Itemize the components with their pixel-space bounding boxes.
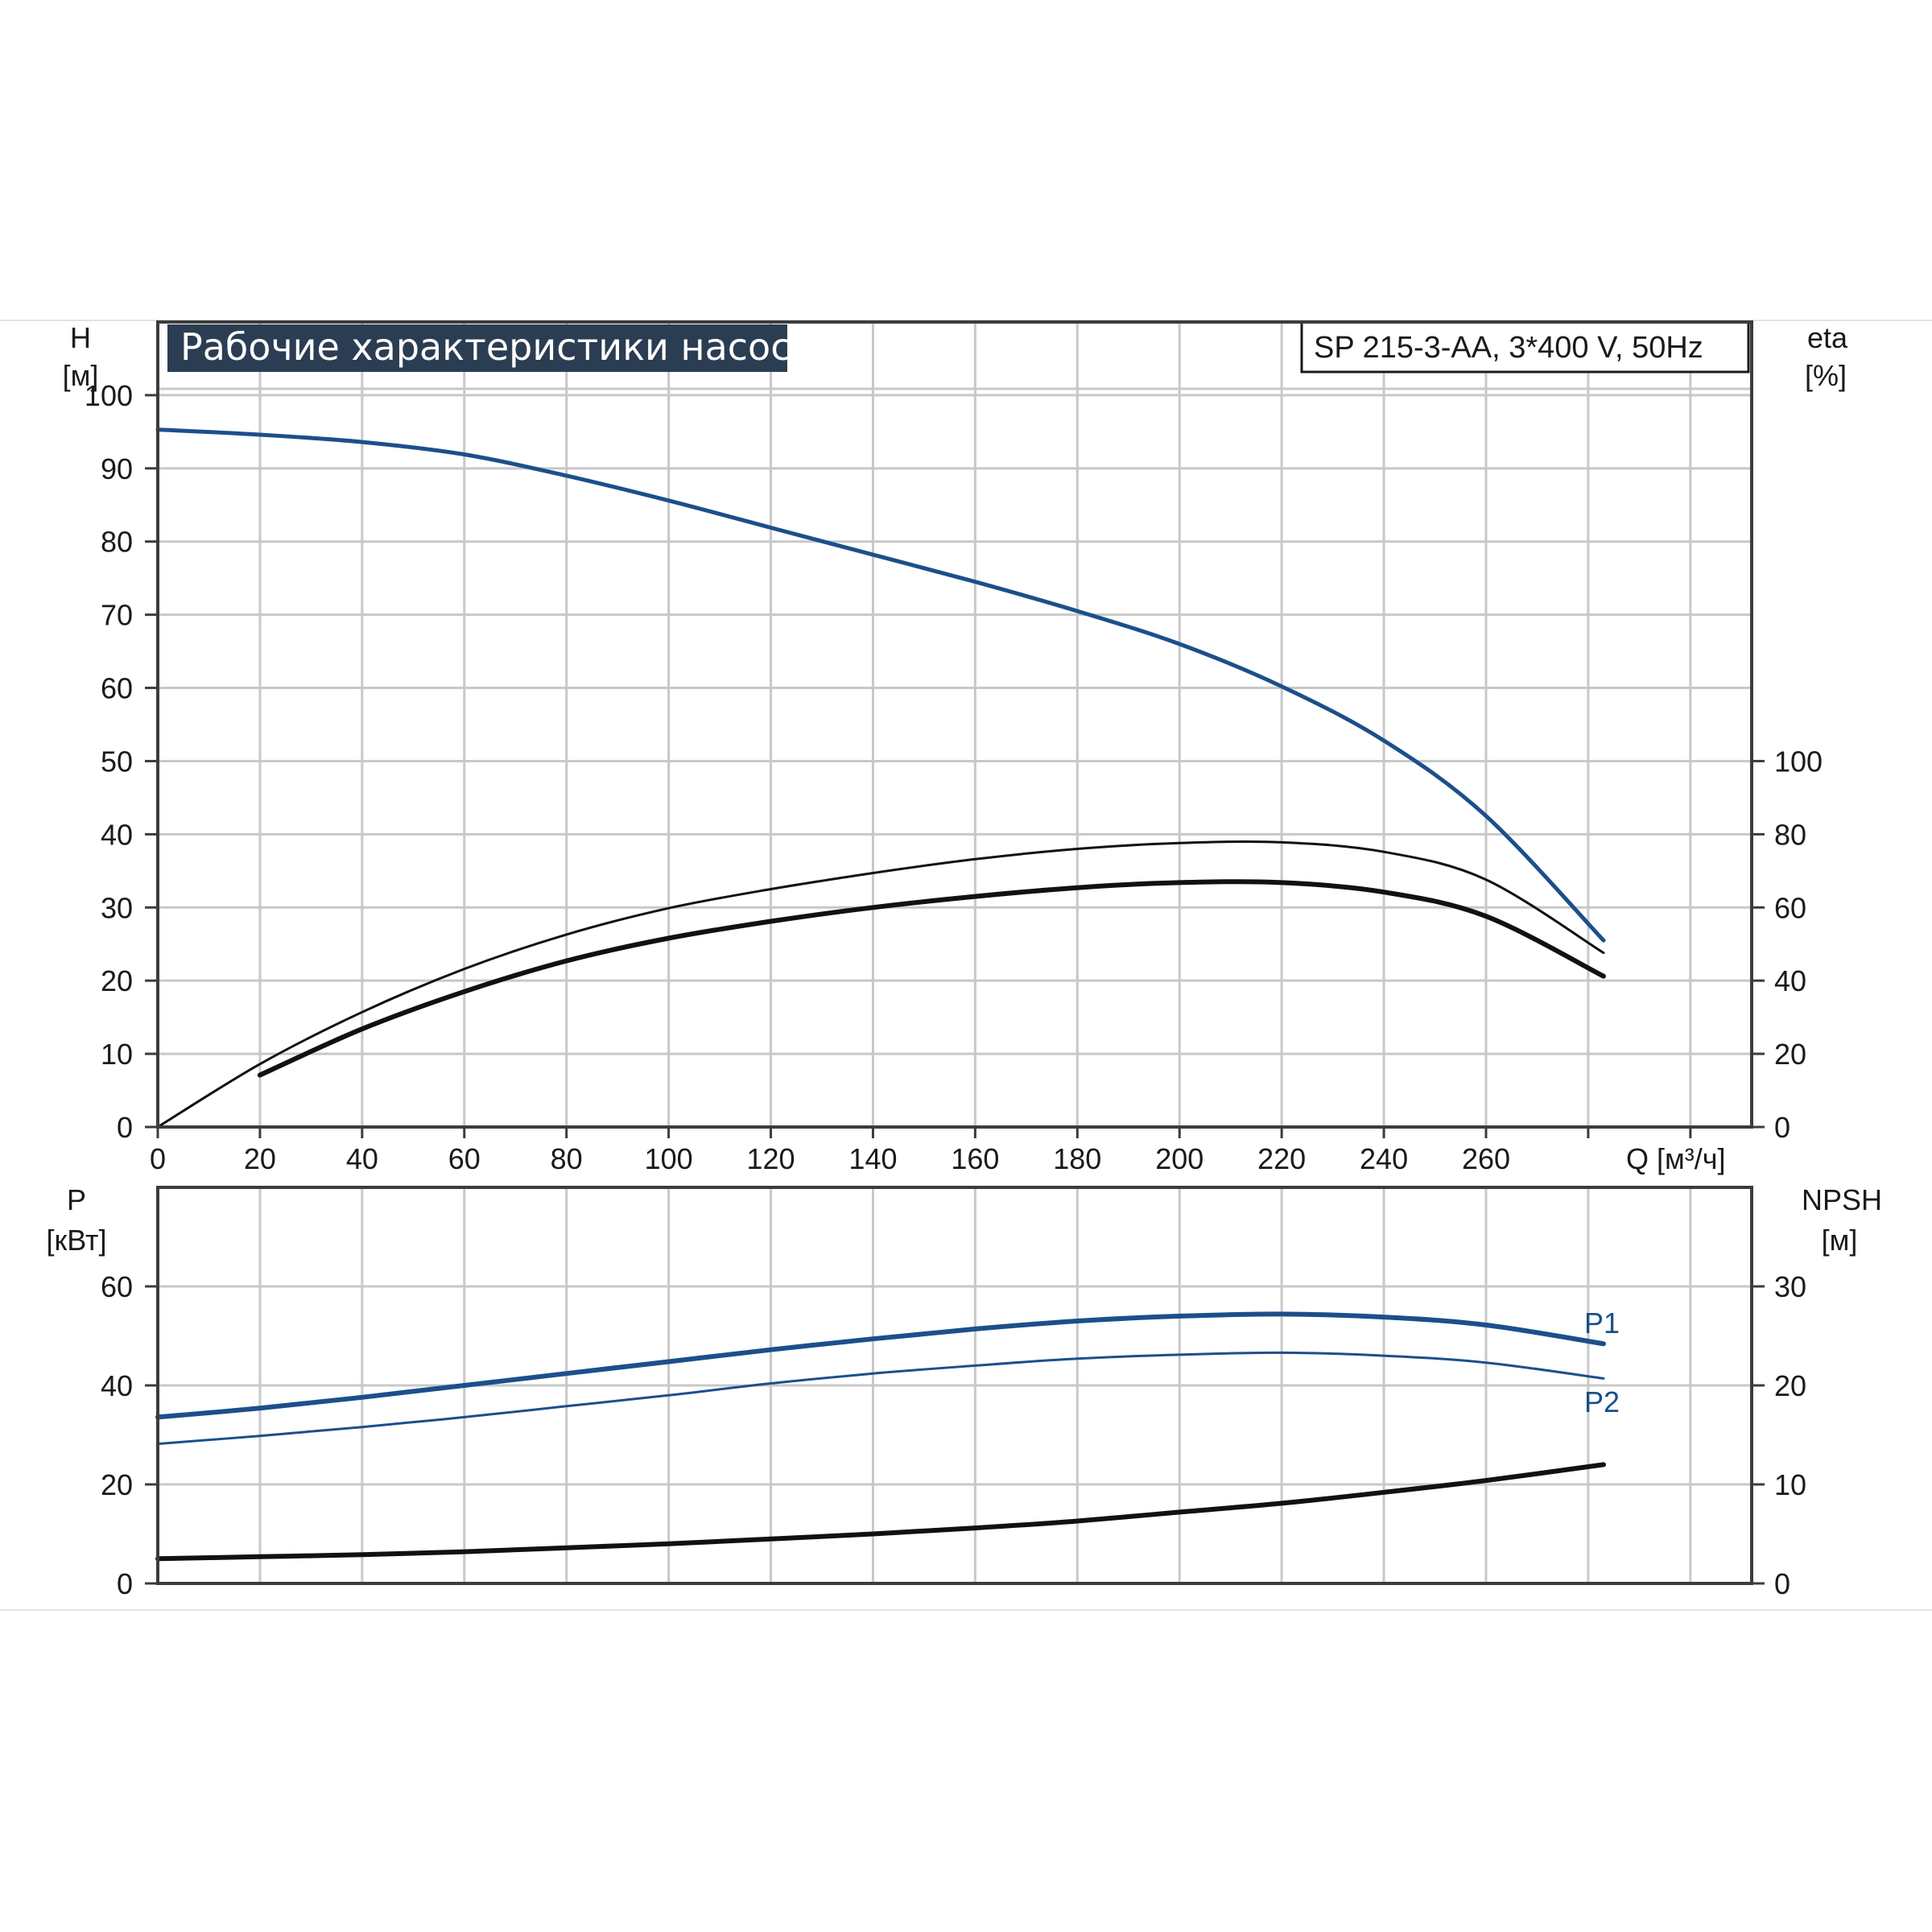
upper-right-tick-60: 60 — [1774, 891, 1806, 924]
upper-left-tick-20: 20 — [101, 964, 133, 997]
upper-left-tick-90: 90 — [101, 452, 133, 485]
curve-p1 — [155, 1311, 1606, 1420]
x-tick-160: 160 — [951, 1142, 999, 1175]
upper-right-tick-20: 20 — [1774, 1038, 1806, 1071]
lower-right-axis-unit: [м] — [1822, 1224, 1858, 1257]
lower-curves — [155, 1311, 1606, 1562]
x-tick-120: 120 — [746, 1142, 795, 1175]
upper-right-tick-80: 80 — [1774, 818, 1806, 851]
upper-right-axis-unit: [%] — [1805, 359, 1847, 392]
x-tick-40: 40 — [346, 1142, 378, 1175]
curve-p2 — [156, 1351, 1605, 1446]
lower-left-tick-60: 60 — [101, 1270, 133, 1303]
x-tick-20: 20 — [244, 1142, 276, 1175]
x-tick-0: 0 — [150, 1142, 166, 1175]
upper-right-tick-100: 100 — [1774, 745, 1823, 778]
series-label-p1: P1 — [1584, 1307, 1620, 1340]
upper-left-tick-80: 80 — [101, 526, 133, 559]
upper-left-axis-unit: [м] — [63, 359, 99, 392]
lower-right-tick-10: 10 — [1774, 1468, 1806, 1501]
lower-grid — [156, 1187, 1752, 1585]
lower-right-axis-symbol: NPSH — [1802, 1183, 1882, 1216]
x-tick-240: 240 — [1360, 1142, 1408, 1175]
x-tick-100: 100 — [645, 1142, 693, 1175]
x-tick-60: 60 — [448, 1142, 481, 1175]
upper-right-tick-0: 0 — [1774, 1111, 1790, 1144]
lower-tick-labels: 0 20 40 60 0 10 20 30 — [101, 1270, 1806, 1600]
upper-left-tick-60: 60 — [101, 672, 133, 705]
model-box — [1300, 320, 1750, 374]
lower-right-tick-20: 20 — [1774, 1369, 1806, 1402]
series-label-p2: P2 — [1584, 1385, 1620, 1418]
lower-plot-frame — [156, 1186, 1753, 1585]
curve-eta-total — [257, 879, 1606, 1078]
upper-curves — [155, 427, 1606, 1129]
upper-left-tick-100: 100 — [85, 379, 133, 412]
lower-left-axis-unit: [кВт] — [46, 1224, 106, 1257]
model-label: SP 215-3-AA, 3*400 V, 50Hz — [1314, 331, 1703, 365]
upper-left-tick-0: 0 — [117, 1111, 133, 1144]
lower-right-tick-0: 0 — [1774, 1567, 1790, 1600]
lower-right-tick-30: 30 — [1774, 1270, 1806, 1303]
chart-title: Рабочие характеристики насоса — [180, 325, 814, 369]
x-tick-140: 140 — [848, 1142, 897, 1175]
x-axis-label: Q [м³/ч] — [1626, 1142, 1726, 1175]
upper-left-tick-30: 30 — [101, 891, 133, 924]
x-tick-260: 260 — [1462, 1142, 1510, 1175]
upper-left-tick-50: 50 — [101, 745, 133, 778]
upper-tick-labels: 0 10 20 30 40 50 60 70 80 90 100 0 20 40 60 80 100 0 20 40 6… — [85, 379, 1823, 1175]
upper-left-axis-symbol: H — [70, 321, 91, 354]
x-tick-220: 220 — [1257, 1142, 1306, 1175]
upper-left-tick-70: 70 — [101, 599, 133, 632]
x-tick-200: 200 — [1155, 1142, 1203, 1175]
lower-left-tick-20: 20 — [101, 1468, 133, 1501]
upper-plot-frame — [156, 320, 1753, 1129]
curve-npsh — [155, 1462, 1606, 1562]
x-tick-180: 180 — [1053, 1142, 1101, 1175]
lower-left-tick-0: 0 — [117, 1567, 133, 1600]
lower-left-axis-symbol: P — [67, 1183, 86, 1216]
upper-right-tick-40: 40 — [1774, 964, 1806, 997]
lower-left-tick-40: 40 — [101, 1369, 133, 1402]
upper-left-tick-40: 40 — [101, 818, 133, 851]
title-box — [167, 324, 787, 372]
x-tick-80: 80 — [551, 1142, 583, 1175]
curve-h — [155, 427, 1606, 943]
upper-left-tick-10: 10 — [101, 1038, 133, 1071]
upper-right-axis-symbol: eta — [1807, 321, 1848, 354]
upper-grid — [156, 322, 1752, 1129]
curve-eta-pump — [156, 840, 1605, 1129]
